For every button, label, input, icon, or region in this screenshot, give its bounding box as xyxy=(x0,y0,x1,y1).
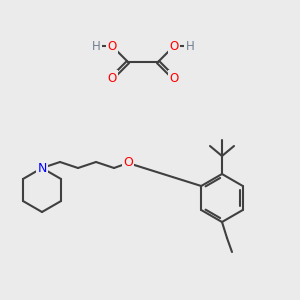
Text: H: H xyxy=(186,40,194,52)
Text: H: H xyxy=(92,40,100,52)
Text: O: O xyxy=(123,157,133,169)
Text: N: N xyxy=(37,161,47,175)
Text: O: O xyxy=(169,71,178,85)
Text: O: O xyxy=(169,40,178,52)
Text: O: O xyxy=(107,71,117,85)
Text: O: O xyxy=(107,40,117,52)
